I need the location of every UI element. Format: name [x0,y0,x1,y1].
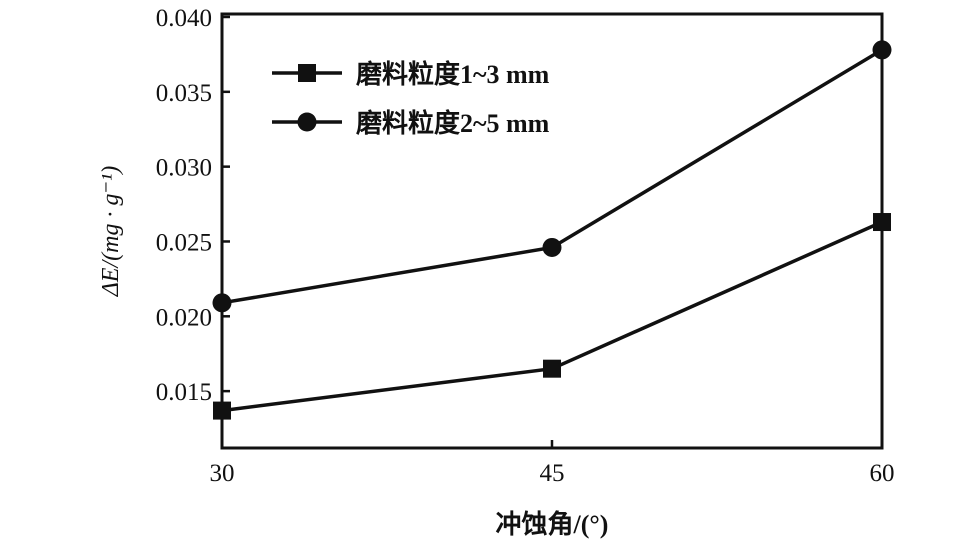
data-point [872,40,892,60]
y-tick-label: 0.035 [156,80,212,107]
legend-marker [297,112,317,132]
legend-label: 磨料粒度1~3 mm [356,59,550,89]
x-tick-label: 60 [870,460,895,487]
data-point [873,213,891,232]
plot-frame [220,12,884,450]
y-tick-label: 0.020 [156,304,212,331]
data-point [213,401,231,420]
y-tick-label: 0.030 [156,155,212,182]
y-axis-label: ΔE/(mg · g⁻¹) [98,166,124,298]
x-tick-label: 45 [540,460,565,487]
x-axis-label: 冲蚀角/(°) [496,509,609,539]
legend-label: 磨料粒度2~5 mm [356,108,550,138]
legend-marker [298,64,316,82]
data-point [542,237,562,257]
data-point [212,293,232,313]
y-tick-label: 0.040 [156,5,212,32]
x-tick-label: 30 [210,460,235,487]
y-tick-label: 0.025 [156,229,212,256]
data-point [543,359,561,378]
y-tick-label: 0.015 [156,379,212,406]
